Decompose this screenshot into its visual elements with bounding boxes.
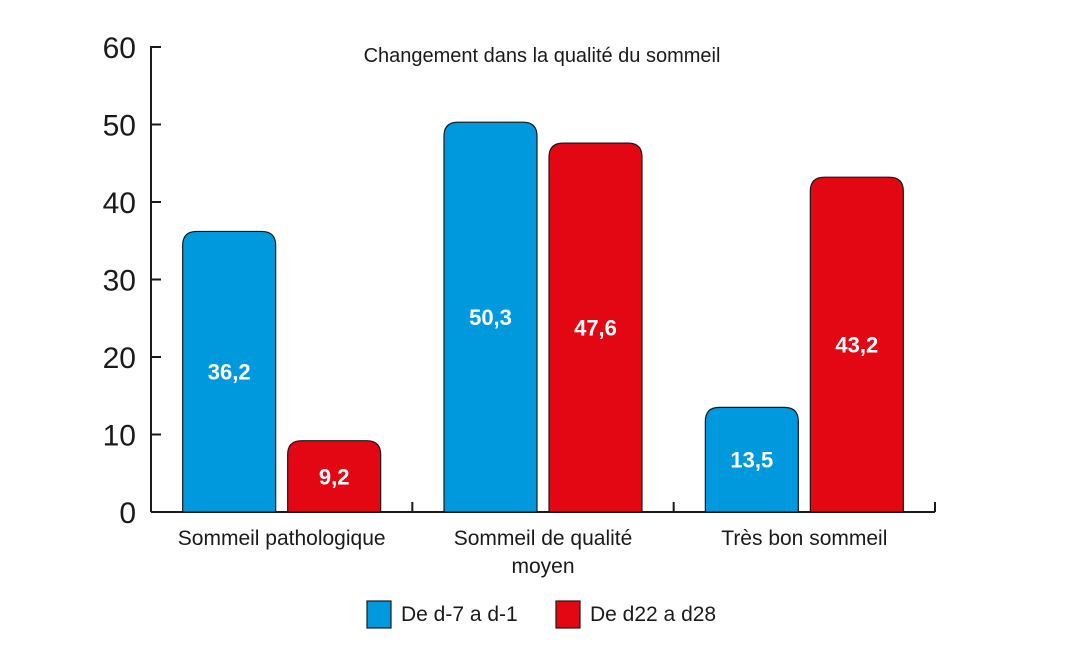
data-label: 43,2: [835, 333, 878, 358]
legend-swatch: [555, 600, 581, 629]
data-label: 36,2: [208, 360, 251, 385]
y-tick-label: 30: [103, 265, 136, 298]
x-category-label: moyen: [511, 555, 574, 578]
bar-series-2-cat-1: [287, 440, 382, 513]
data-label: 50,3: [469, 305, 512, 330]
data-label: 9,2: [319, 464, 350, 489]
bar-series-1-cat-2: [443, 121, 538, 513]
legend: De d-7 a d-1 De d22 a d28: [366, 600, 716, 629]
data-label: 47,6: [574, 316, 617, 341]
legend-label: De d-7 a d-1: [401, 603, 518, 626]
y-tick-label: 0: [119, 497, 136, 530]
y-tick-label: 60: [103, 32, 136, 65]
chart-title: Changement dans la qualité du sommeil: [364, 45, 721, 67]
data-label: 13,5: [730, 448, 773, 473]
bar-series-2-cat-2: [548, 142, 643, 513]
legend-label: De d22 a d28: [590, 603, 716, 626]
bar-series-2-cat-3: [809, 176, 904, 513]
bar-series-1-cat-1: [182, 230, 277, 513]
y-tick-label: 10: [103, 420, 136, 453]
x-category-label: Sommeil de qualité: [454, 527, 633, 550]
legend-swatch: [366, 600, 392, 629]
bars: 36,2 9,2 50,3 47,6 13,5 43,2: [182, 121, 904, 513]
y-tick-label: 20: [103, 342, 136, 375]
bar-series-1-cat-3: [704, 406, 799, 513]
x-category-label: Sommeil pathologique: [178, 527, 386, 550]
y-tick-label: 50: [103, 110, 136, 143]
axes: 0 10 20 30 40 50 60 Sommeil pathologique Sommeil…: [103, 32, 936, 578]
x-category-label: Très bon sommeil: [721, 527, 887, 550]
y-tick-label: 40: [103, 187, 136, 220]
